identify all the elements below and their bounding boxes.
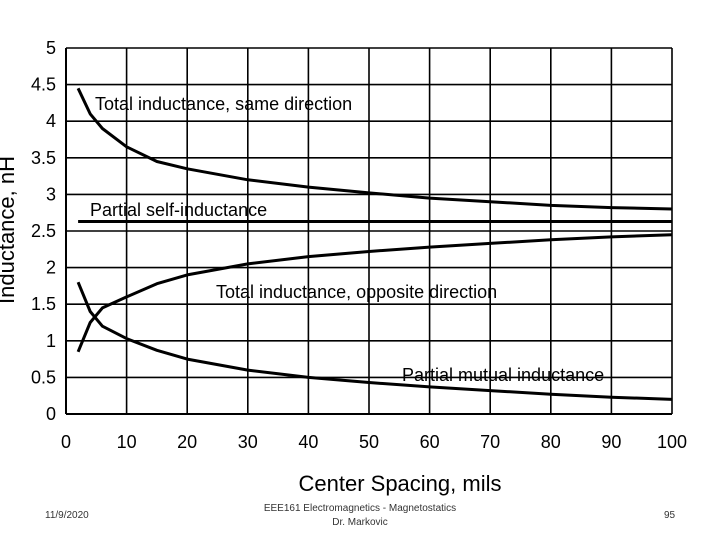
y-tick-label-3: 3 <box>46 184 56 204</box>
footer-page-number: 95 <box>664 510 676 521</box>
x-tick-label-10: 10 <box>117 432 137 452</box>
y-tick-label-4: 4 <box>46 111 56 131</box>
y-tick-label-5: 5 <box>46 38 56 58</box>
x-tick-label-30: 30 <box>238 432 258 452</box>
x-tick-label-20: 20 <box>177 432 197 452</box>
series-label-total-same: Total inductance, same direction <box>95 94 352 114</box>
y-tick-label-0: 0 <box>46 404 56 424</box>
y-tick-label-3-5: 3.5 <box>31 148 56 168</box>
x-tick-label-100: 100 <box>657 432 687 452</box>
series-label-partial-self: Partial self-inductance <box>90 200 267 220</box>
series-line-3 <box>76 233 673 353</box>
x-tick-labels: 0 10 20 30 40 50 60 70 80 90 100 <box>61 432 687 452</box>
series-label-total-opposite: Total inductance, opposite direction <box>216 282 497 302</box>
y-tick-label-2-5: 2.5 <box>31 221 56 241</box>
y-tick-label-4-5: 4.5 <box>31 75 56 95</box>
footer-course-info: EEE161 Electromagnetics - Magnetostatics… <box>0 502 720 530</box>
y-tick-label-1-5: 1.5 <box>31 294 56 314</box>
y-tick-label-0-5: 0.5 <box>31 367 56 387</box>
x-tick-label-0: 0 <box>61 432 71 452</box>
footer-author: Dr. Markovic <box>332 517 388 528</box>
series-label-partial-mutual: Partial mutual inductance <box>402 365 604 385</box>
x-axis-title: Center Spacing, mils <box>299 471 502 496</box>
x-tick-label-80: 80 <box>541 432 561 452</box>
series-curves <box>76 87 673 401</box>
x-tick-label-70: 70 <box>480 432 500 452</box>
footer-course: EEE161 Electromagnetics - Magnetostatics <box>263 503 457 514</box>
y-tick-labels: 0 0.5 1 1.5 2 2.5 3 3.5 4 4.5 5 <box>31 38 56 424</box>
x-tick-label-60: 60 <box>420 432 440 452</box>
series-line-1 <box>76 87 673 211</box>
series-line-4 <box>76 281 673 401</box>
footer-date: 11/9/2020 <box>45 510 89 521</box>
x-tick-label-90: 90 <box>601 432 621 452</box>
y-axis-title: Inductance, nH <box>0 156 19 304</box>
x-tick-label-40: 40 <box>298 432 318 452</box>
y-tick-label-1: 1 <box>46 331 56 351</box>
x-tick-label-50: 50 <box>359 432 379 452</box>
y-tick-label-2: 2 <box>46 258 56 278</box>
